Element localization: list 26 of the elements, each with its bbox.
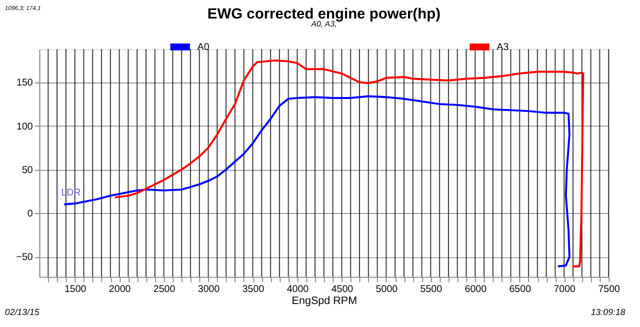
x-tick-label: 3500 xyxy=(242,284,265,296)
x-tick-label: 3000 xyxy=(198,284,220,296)
x-axis-title: EngSpd RPM xyxy=(292,294,358,307)
y-tick-label: 50 xyxy=(22,164,34,176)
x-tick-label: 1500 xyxy=(64,284,87,296)
x-tick-label: 7500 xyxy=(598,284,621,296)
line-series xyxy=(63,95,570,268)
legend-label: A0 xyxy=(197,42,210,53)
x-tick-label: 5500 xyxy=(420,284,443,296)
legend-label: A3 xyxy=(496,42,510,53)
x-tick-label: 4000 xyxy=(286,284,310,296)
chart-subtitle: A0, A3, xyxy=(310,20,337,29)
x-tick-label: 7000 xyxy=(554,284,576,296)
x-tick-label: 2500 xyxy=(153,284,176,296)
y-tick-label: 150 xyxy=(16,78,34,89)
x-tick-label: 6500 xyxy=(509,284,532,296)
y-tick-label: 0 xyxy=(27,208,34,220)
text: 02/13/15 xyxy=(4,307,40,318)
y-tick-label: 100 xyxy=(16,121,34,132)
y-tick-label: −50 xyxy=(16,252,34,264)
x-tick-label: 6000 xyxy=(464,284,488,296)
x-tick-label: 4500 xyxy=(331,284,354,296)
x-tick-label: 5000 xyxy=(376,284,398,296)
x-tick-label: 2000 xyxy=(108,284,132,296)
line-series xyxy=(114,59,584,268)
text: 13:09:18 xyxy=(590,307,626,318)
